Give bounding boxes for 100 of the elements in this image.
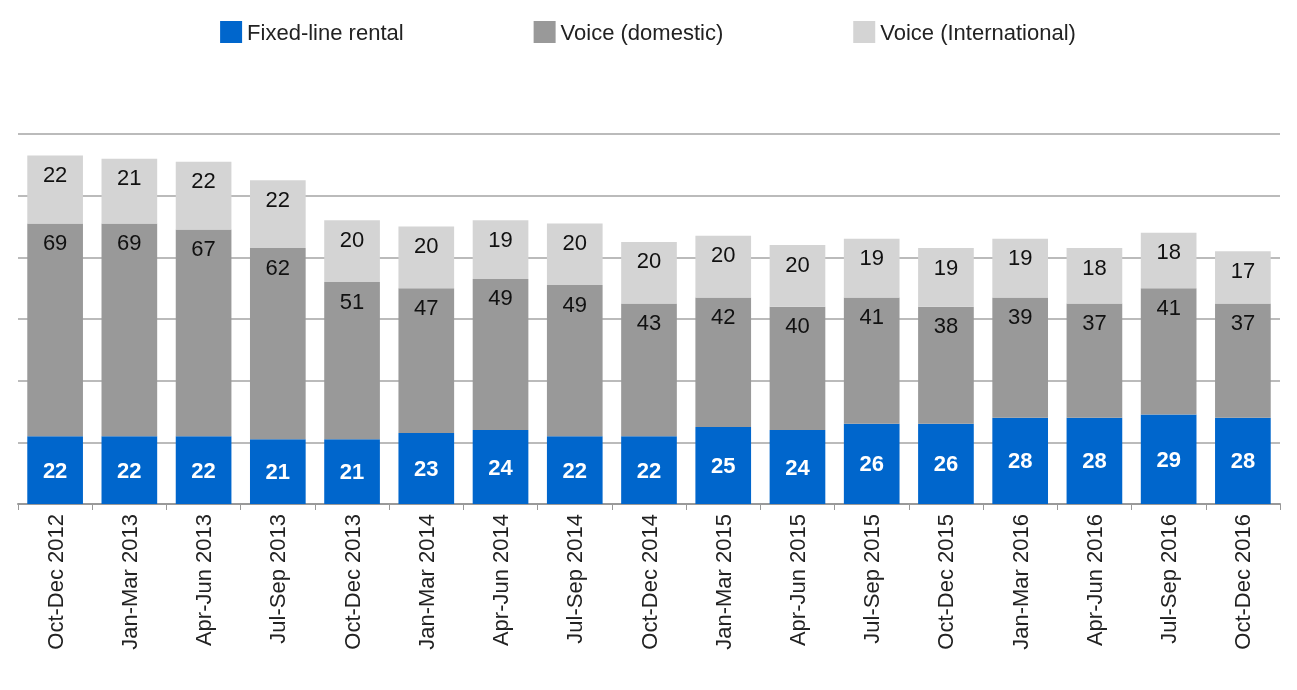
data-label: 19 bbox=[933, 254, 959, 280]
x-tick-label: Apr-Jun 2013 bbox=[191, 514, 217, 647]
data-label: 42 bbox=[710, 303, 736, 329]
data-label: 22 bbox=[562, 457, 588, 483]
bar bbox=[175, 436, 232, 504]
data-label: 20 bbox=[710, 242, 736, 268]
bar bbox=[398, 433, 455, 504]
bar bbox=[843, 297, 900, 424]
data-label: 22 bbox=[265, 186, 291, 212]
x-tick-label: Jul-Sep 2014 bbox=[562, 514, 588, 644]
data-label: 20 bbox=[339, 226, 365, 252]
bar bbox=[695, 426, 752, 504]
legend-label: Voice (International) bbox=[880, 19, 1076, 45]
data-label: 49 bbox=[562, 291, 588, 317]
data-label: 20 bbox=[636, 248, 662, 274]
bar bbox=[546, 285, 603, 437]
bar bbox=[992, 297, 1049, 418]
data-label: 18 bbox=[1082, 254, 1107, 280]
bar bbox=[1066, 248, 1123, 304]
data-label: 21 bbox=[117, 165, 142, 191]
bar bbox=[1215, 251, 1271, 304]
bar bbox=[101, 158, 158, 224]
bar bbox=[324, 439, 380, 504]
x-tick-label: Jan-Mar 2016 bbox=[1007, 514, 1033, 650]
bar bbox=[918, 423, 974, 504]
data-label: 49 bbox=[488, 285, 513, 311]
data-label: 38 bbox=[933, 313, 959, 339]
x-tick-label: Jan-Mar 2013 bbox=[116, 514, 142, 650]
legend-label: Voice (domestic) bbox=[560, 19, 724, 45]
bar bbox=[1140, 288, 1197, 415]
bar bbox=[992, 238, 1049, 298]
bar bbox=[175, 161, 232, 230]
data-label: 18 bbox=[1156, 239, 1181, 265]
data-label: 22 bbox=[191, 457, 216, 483]
data-label: 28 bbox=[1082, 448, 1107, 474]
data-label: 21 bbox=[339, 459, 365, 485]
bar bbox=[769, 245, 826, 307]
bar bbox=[843, 423, 900, 504]
data-label: 22 bbox=[117, 457, 142, 483]
x-tick-label: Oct-Dec 2014 bbox=[636, 514, 662, 650]
data-label: 43 bbox=[636, 310, 662, 336]
data-label: 41 bbox=[859, 303, 884, 329]
data-label: 47 bbox=[414, 294, 439, 320]
bar bbox=[472, 430, 529, 504]
bar bbox=[918, 248, 974, 307]
data-label: 69 bbox=[117, 229, 142, 255]
x-tick-label: Oct-Dec 2016 bbox=[1230, 514, 1256, 650]
data-label: 24 bbox=[488, 454, 514, 480]
bar bbox=[1066, 303, 1123, 418]
data-label: 24 bbox=[785, 454, 811, 480]
bar bbox=[101, 436, 158, 504]
bar bbox=[769, 306, 826, 430]
data-label: 20 bbox=[562, 229, 588, 255]
data-label: 29 bbox=[1156, 446, 1181, 472]
bar bbox=[27, 436, 83, 504]
bar bbox=[992, 417, 1049, 504]
data-label: 22 bbox=[636, 457, 662, 483]
bar bbox=[546, 223, 603, 286]
bar bbox=[27, 155, 83, 224]
bar bbox=[472, 220, 529, 279]
data-label: 19 bbox=[488, 226, 513, 252]
data-label: 28 bbox=[1007, 448, 1033, 474]
x-tick-label: Apr-Jun 2015 bbox=[784, 514, 810, 647]
bar bbox=[324, 282, 380, 440]
bar bbox=[324, 220, 380, 282]
data-label: 25 bbox=[710, 452, 736, 478]
bar bbox=[398, 288, 455, 434]
bar bbox=[249, 248, 306, 440]
bar bbox=[472, 278, 529, 430]
bar bbox=[1140, 414, 1197, 504]
legend-label: Fixed-line rental bbox=[247, 19, 404, 45]
bar bbox=[1215, 303, 1271, 418]
bar bbox=[621, 241, 677, 304]
bar bbox=[918, 306, 974, 424]
bar bbox=[695, 297, 752, 427]
data-label: 28 bbox=[1230, 448, 1256, 474]
x-tick-label: Jul-Sep 2016 bbox=[1156, 514, 1182, 644]
data-label: 39 bbox=[1007, 303, 1033, 329]
data-label: 62 bbox=[265, 254, 291, 280]
bar bbox=[621, 436, 677, 504]
data-label: 22 bbox=[191, 168, 216, 194]
data-label: 37 bbox=[1230, 310, 1256, 336]
x-tick-label: Jan-Mar 2015 bbox=[710, 514, 736, 650]
data-label: 19 bbox=[859, 245, 884, 271]
data-label: 22 bbox=[42, 162, 68, 188]
data-label: 37 bbox=[1082, 310, 1107, 336]
data-label: 69 bbox=[42, 229, 68, 255]
bar bbox=[1215, 417, 1271, 504]
bar bbox=[695, 235, 752, 298]
x-tick-label: Apr-Jun 2016 bbox=[1081, 514, 1107, 647]
bar bbox=[769, 430, 826, 504]
bar bbox=[175, 229, 232, 437]
x-tick-label: Oct-Dec 2012 bbox=[42, 514, 68, 650]
bar bbox=[1066, 417, 1123, 504]
data-label: 23 bbox=[414, 456, 439, 482]
bar bbox=[249, 180, 306, 249]
bar bbox=[249, 439, 306, 504]
data-label: 41 bbox=[1156, 294, 1181, 320]
data-label: 20 bbox=[785, 251, 810, 277]
bar bbox=[398, 226, 455, 289]
